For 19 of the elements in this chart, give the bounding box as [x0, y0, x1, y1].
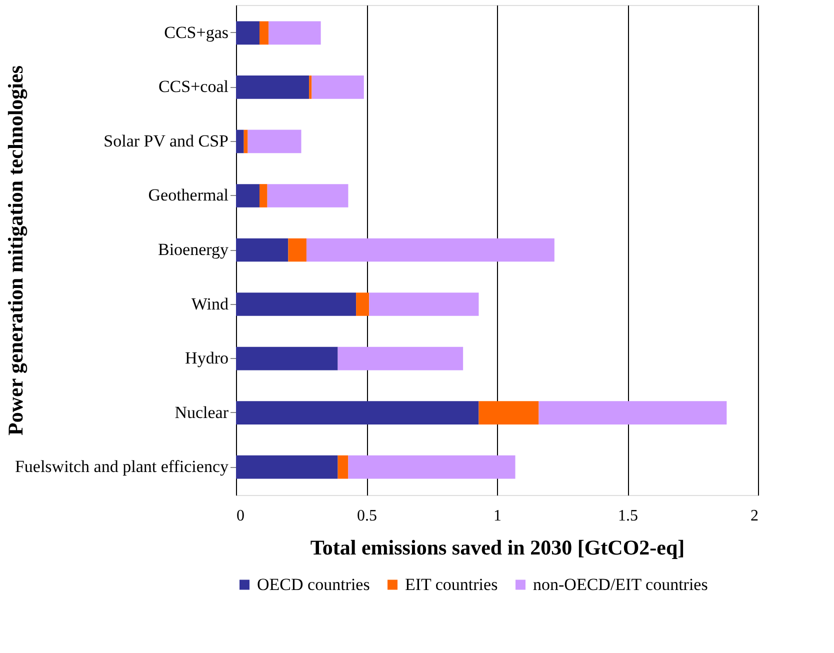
x-tick-label: 1.5	[618, 508, 638, 524]
x-tick-label: 0.5	[357, 508, 377, 524]
y-tick-label: Nuclear	[174, 402, 229, 422]
y-tick-label: Bioenergy	[158, 240, 229, 259]
legend-label: OECD countries	[257, 574, 370, 594]
legend-label: EIT countries	[405, 574, 498, 594]
x-tick-label: 0	[236, 508, 244, 524]
y-tick-label: Fuelswitch and plant efficiency	[14, 457, 229, 476]
y-tick-label: CCS+gas	[164, 22, 228, 42]
y-axis-title: Power generation mitigation technologies	[4, 66, 28, 436]
y-tick-label: Solar PV and CSP	[104, 131, 228, 150]
legend-label: non-OECD/EIT countries	[533, 574, 708, 594]
y-tick-label: Geothermal	[148, 186, 229, 205]
x-tick-label: 2	[750, 508, 758, 524]
x-axis-title: Total emissions saved in 2030 [GtCO2-eq]	[310, 536, 685, 560]
y-tick-label: Wind	[191, 294, 229, 314]
x-tick-label: 1	[494, 508, 502, 524]
y-tick-label: CCS+coal	[158, 77, 229, 96]
y-tick-label: Hydro	[185, 348, 228, 368]
